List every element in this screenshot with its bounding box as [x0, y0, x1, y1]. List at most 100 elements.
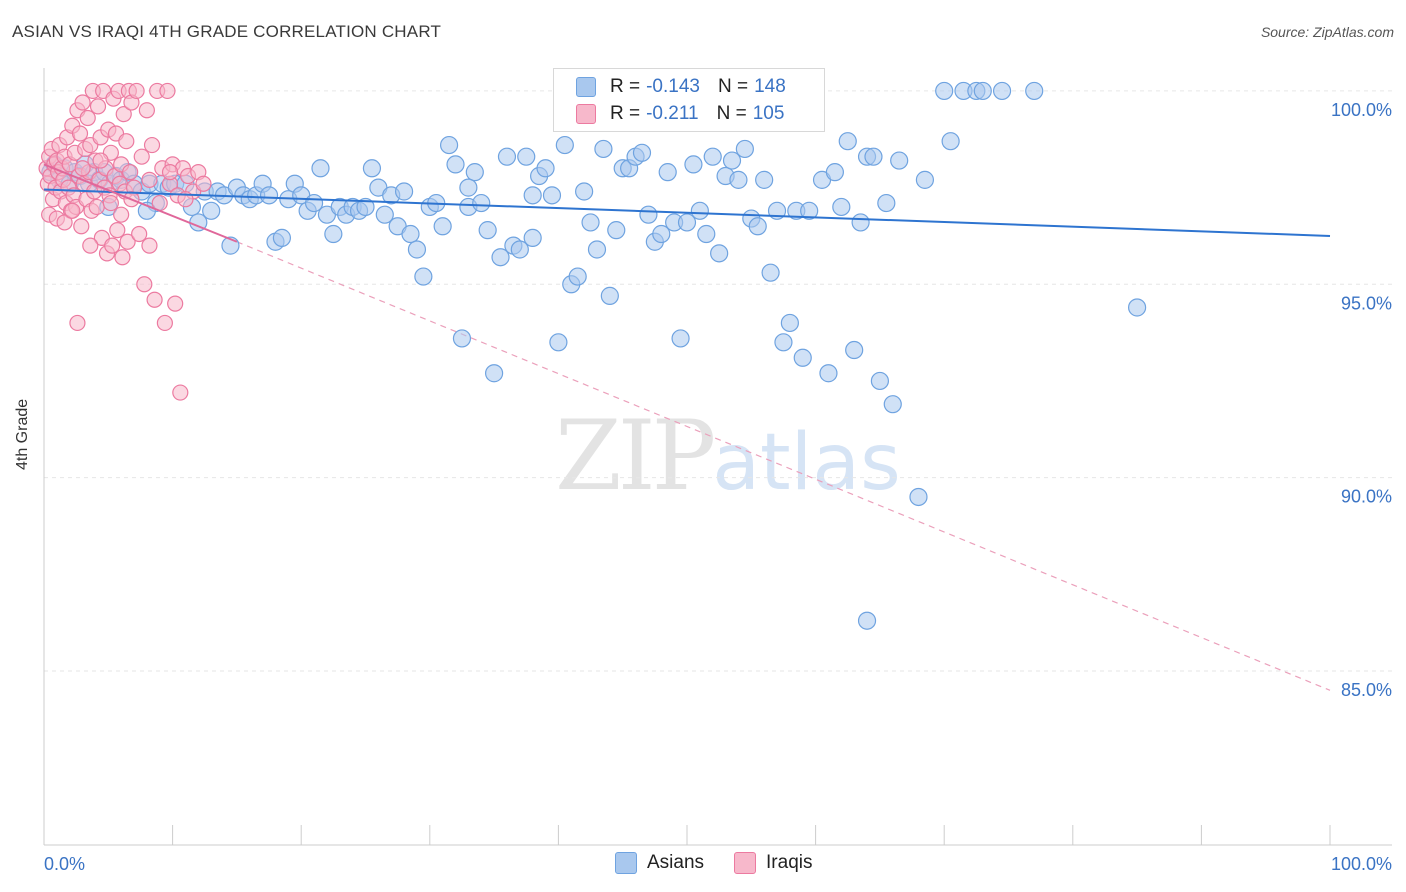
asians-point [658, 163, 677, 182]
asians-point [575, 182, 594, 201]
asians-point [594, 139, 613, 159]
asians-point [838, 132, 857, 151]
iraqis-point [115, 106, 132, 123]
asians-point [697, 224, 716, 244]
iraqis-point [122, 164, 139, 181]
asians-point [497, 147, 517, 166]
asians-point [356, 197, 375, 217]
asians-point [259, 186, 279, 205]
legend-box: R = -0.143 N = 148 R = -0.211 N = 105 [553, 68, 825, 132]
iraqis-point [172, 384, 189, 401]
legend-r-value: -0.211 [646, 103, 699, 124]
asians-point [1025, 81, 1044, 101]
legend-r-value: -0.143 [646, 76, 700, 97]
bottom-legend-swatch-asians [615, 852, 637, 874]
watermark-zip: ZIP [555, 400, 716, 512]
asians-point [870, 371, 890, 391]
iraqis-point [167, 295, 184, 312]
asians-point [722, 151, 742, 170]
iraqis-point [64, 202, 81, 219]
asians-point [793, 348, 812, 367]
asians-point [510, 240, 529, 259]
asians-point [755, 170, 774, 189]
iraqis-point [102, 194, 119, 212]
y-tick-label: 100.0% [1331, 100, 1392, 120]
iraqis-point [88, 198, 105, 216]
asians-point [202, 201, 221, 220]
asians-trend-line [43, 188, 1331, 237]
asians-point [491, 248, 510, 267]
iraqis-point [195, 175, 212, 192]
iraqis-point [69, 314, 86, 332]
asians-point [800, 201, 819, 220]
asians-point [311, 159, 330, 178]
iraqis-point [89, 98, 107, 115]
iraqis-point [113, 206, 130, 223]
iraqis-point [119, 233, 136, 250]
iraqis-point [146, 291, 163, 308]
iraqis-trend-line [43, 163, 238, 243]
iraqis-point [74, 94, 91, 111]
asians-point [780, 313, 799, 333]
asians-point [581, 213, 600, 232]
legend-n-label: N = [717, 76, 749, 97]
iraqis-point [73, 218, 90, 235]
iraqis-point [131, 225, 148, 243]
asians-point [607, 221, 626, 240]
legend-n-value: 148 [754, 76, 786, 97]
asians-point [587, 240, 607, 259]
iraqis-point [104, 237, 121, 254]
asians-point [703, 147, 722, 166]
iraqis-point [118, 133, 135, 150]
asians-point [883, 395, 902, 414]
asians-point [710, 244, 729, 263]
legend-swatch-asians [576, 77, 596, 97]
source-label: Source: ZipAtlas.com [1260, 24, 1394, 40]
bottom-legend-iraqis: Iraqis [734, 852, 813, 874]
asians-point [523, 186, 542, 205]
iraqis-point [143, 136, 161, 154]
asians-point [992, 81, 1012, 101]
asians-point [555, 135, 574, 155]
asians-point [774, 333, 793, 352]
asians-point [414, 267, 433, 286]
asians-point [864, 147, 883, 166]
asians-point [459, 178, 478, 197]
iraqis-point [71, 125, 89, 142]
asians-point [452, 329, 472, 348]
asians-point [632, 143, 652, 162]
bottom-legend: Asians Iraqis [615, 852, 843, 874]
bottom-legend-label-asians: Asians [647, 852, 705, 873]
iraqis-point [128, 82, 145, 100]
asians-point [394, 182, 414, 201]
x-tick-label: 0.0% [44, 854, 85, 874]
asians-point [362, 159, 382, 178]
iraqis-point [74, 160, 91, 177]
asians-point [761, 263, 780, 282]
legend-r-label: R = [610, 76, 641, 97]
asians-point [973, 81, 992, 101]
watermark-atlas: atlas [712, 418, 901, 508]
iraqis-point [141, 171, 158, 188]
asians-point [819, 364, 838, 383]
asians-point [877, 193, 896, 213]
asians-point [941, 132, 960, 151]
asians-point [446, 155, 465, 174]
asians-point [485, 364, 504, 383]
asians-point [523, 228, 542, 247]
asians-point [671, 329, 690, 348]
iraqis-point [159, 82, 176, 100]
asians-point [568, 267, 587, 286]
iraqis-point [133, 148, 150, 165]
asians-point [272, 228, 292, 247]
watermark: ZIPatlas [555, 400, 901, 512]
asians-point [536, 159, 555, 178]
iraqis-point [109, 222, 126, 239]
asians-point [517, 147, 536, 166]
bottom-legend-label-iraqis: Iraqis [766, 852, 813, 873]
iraqis-point [56, 214, 73, 231]
asians-point [600, 286, 619, 305]
chart-title: ASIAN VS IRAQI 4TH GRADE CORRELATION CHA… [12, 22, 442, 41]
asians-point [639, 205, 658, 224]
